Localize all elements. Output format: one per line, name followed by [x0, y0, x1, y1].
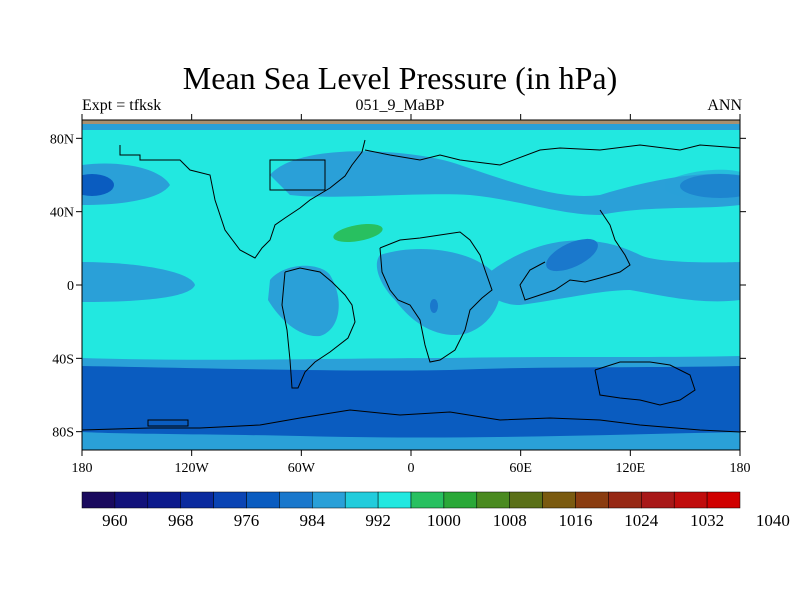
x-tick-label: 120W [175, 461, 210, 476]
colorbar-swatch [213, 491, 247, 509]
coastline-north-america [119, 139, 366, 259]
y-tick-label: 40N [50, 206, 74, 221]
colorbar-label: 1008 [493, 511, 527, 530]
coastline-antarctica [82, 409, 740, 433]
colorbar: 960 968 976 984 992 1000 1008 1016 1024 1032 1040 [81, 491, 790, 530]
coastline-eurasia [364, 144, 740, 166]
experiment-label: Expt = tfksk [82, 97, 162, 114]
east-pacific-teal [665, 169, 740, 202]
season-label: ANN [707, 97, 742, 114]
colorbar-swatch [114, 491, 149, 509]
colorbar-swatch [575, 491, 609, 509]
coastline-greenland [269, 159, 326, 191]
azores-high [333, 224, 383, 242]
colorbar-swatch [81, 491, 116, 509]
south-america-low [268, 265, 339, 337]
x-tick-label: 180 [730, 461, 751, 476]
southern-ocean-low [82, 366, 740, 438]
coastlines [82, 139, 740, 433]
polar-band-north-inner [82, 124, 740, 130]
colorbar-label: 1024 [624, 511, 659, 530]
colorbar-swatch [706, 491, 741, 509]
coastline-africa-europe [379, 231, 493, 363]
pacific-low-west [82, 174, 114, 196]
chart-title: Mean Sea Level Pressure (in hPa) [182, 60, 618, 96]
coastline-asia-south [519, 209, 631, 301]
colorbar-swatch [279, 491, 313, 509]
x-tick-label: 60W [288, 461, 316, 476]
colorbar-swatch [344, 491, 379, 509]
y-tick-label: 40S [52, 352, 74, 367]
coastline-australia [594, 361, 696, 406]
colorbar-label: 968 [168, 511, 194, 530]
north-high-belt [270, 151, 740, 215]
colorbar-swatch [542, 491, 576, 509]
colorbar-label: 1040 [756, 511, 790, 530]
africa-deep-low [430, 299, 438, 313]
colorbar-swatch [509, 491, 543, 509]
north-pacific-low [82, 163, 170, 205]
x-tick-label: 120E [616, 461, 646, 476]
x-tick-label: 180 [72, 461, 93, 476]
coastline-south-america [281, 267, 356, 389]
colorbar-swatch [246, 491, 280, 509]
colorbar-swatch [608, 491, 642, 509]
x-tick-label: 60E [509, 461, 532, 476]
colorbar-label: 1016 [559, 511, 593, 530]
colorbar-label: 1032 [690, 511, 724, 530]
colorbar-swatch [641, 491, 675, 509]
colorbar-label: 1000 [427, 511, 461, 530]
equatorial-low-west [82, 262, 195, 302]
colorbar-swatch [410, 491, 445, 509]
colorbar-swatch [180, 491, 214, 509]
colorbar-swatch [443, 491, 478, 509]
colorbar-swatch [476, 491, 510, 509]
colorbar-label: 960 [102, 511, 128, 530]
y-tick-label: 80S [52, 426, 74, 441]
colorbar-label: 984 [300, 511, 326, 530]
colorbar-swatch [312, 491, 346, 509]
colorbar-label: 992 [365, 511, 391, 530]
x-tick-label: 0 [408, 461, 415, 476]
indo-pacific-low [480, 240, 740, 305]
y-tick-label: 80N [50, 132, 74, 147]
pressure-field [82, 120, 740, 450]
coastline-island [147, 419, 189, 427]
run-label: 051_9_MaBP [355, 97, 445, 114]
africa-low [376, 248, 501, 335]
colorbar-label: 976 [234, 511, 260, 530]
colorbar-swatch [673, 491, 708, 509]
asian-monsoon-low [546, 238, 598, 272]
colorbar-swatch [377, 491, 412, 509]
map-axes: 180 120W 60W 0 60E 120E 180 80N 40N 0 40S 80S [50, 114, 751, 476]
y-tick-label: 0 [67, 279, 74, 294]
colorbar-swatch [147, 491, 181, 509]
